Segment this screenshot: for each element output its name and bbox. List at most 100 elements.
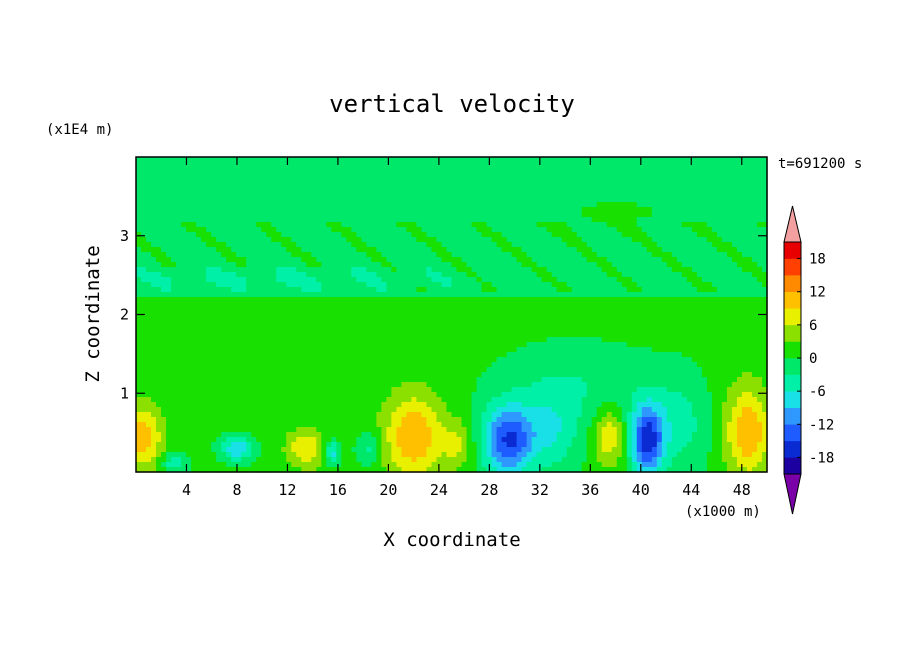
field-cell: [676, 237, 683, 243]
field-cell: [166, 322, 172, 328]
field-cell: [291, 222, 297, 228]
field-cell: [286, 327, 292, 333]
field-cell: [321, 272, 327, 278]
field-cell: [431, 192, 438, 198]
field-cell: [271, 157, 277, 163]
field-cell: [151, 217, 157, 223]
field-cell: [601, 307, 608, 313]
field-cell: [236, 347, 242, 353]
field-cell: [526, 327, 533, 333]
field-cell: [211, 167, 217, 173]
field-cell: [526, 342, 533, 348]
field-cell: [381, 207, 387, 213]
field-cell: [531, 317, 538, 323]
field-cell: [191, 252, 197, 258]
field-cell: [566, 327, 573, 333]
field-cell: [706, 227, 713, 233]
field-cell: [311, 207, 317, 213]
field-cell: [166, 172, 172, 178]
field-cell: [761, 207, 768, 213]
field-cell: [751, 272, 758, 278]
field-cell: [731, 202, 738, 208]
field-cell: [406, 167, 413, 173]
field-cell: [266, 312, 272, 318]
field-cell: [441, 227, 448, 233]
field-cell: [611, 332, 618, 338]
field-cell: [631, 317, 638, 323]
field-cell: [261, 162, 267, 168]
field-cell: [481, 267, 488, 273]
field-cell: [321, 267, 327, 273]
field-cell: [426, 232, 433, 238]
field-cell: [246, 237, 252, 243]
field-cell: [481, 242, 488, 248]
field-cell: [341, 162, 347, 168]
field-cell: [236, 252, 242, 258]
field-cell: [286, 287, 292, 293]
field-cell: [296, 287, 302, 293]
field-cell: [381, 192, 387, 198]
field-cell: [281, 247, 287, 253]
field-cell: [451, 282, 458, 288]
field-cell: [521, 172, 528, 178]
field-cell: [696, 182, 703, 188]
field-cell: [301, 342, 307, 348]
field-cell: [616, 207, 623, 213]
field-cell: [586, 262, 593, 268]
field-cell: [321, 352, 327, 358]
field-cell: [366, 302, 372, 308]
field-cell: [171, 157, 177, 163]
field-cell: [596, 197, 603, 203]
field-cell: [471, 177, 478, 183]
field-cell: [181, 182, 187, 188]
field-cell: [351, 232, 357, 238]
field-cell: [491, 202, 498, 208]
field-cell: [136, 262, 142, 268]
field-cell: [616, 282, 623, 288]
field-cell: [381, 272, 387, 278]
field-cell: [626, 197, 633, 203]
field-cell: [141, 282, 147, 288]
field-cell: [561, 337, 568, 343]
field-cell: [691, 267, 698, 273]
field-cell: [236, 217, 242, 223]
field-cell: [561, 277, 568, 283]
field-cell: [521, 197, 528, 203]
field-cell: [366, 272, 372, 278]
field-cell: [366, 307, 372, 313]
field-cell: [641, 257, 648, 263]
field-cell: [506, 337, 513, 343]
field-cell: [721, 282, 728, 288]
field-cell: [291, 182, 297, 188]
field-cell: [211, 307, 217, 313]
field-cell: [331, 352, 337, 358]
field-cell: [346, 267, 352, 273]
field-cell: [716, 242, 723, 248]
field-cell: [396, 177, 403, 183]
field-cell: [181, 282, 187, 288]
field-cell: [296, 232, 302, 238]
field-cell: [386, 282, 393, 288]
field-cell: [706, 207, 713, 213]
field-cell: [346, 157, 352, 163]
field-cell: [366, 277, 372, 283]
field-cell: [351, 282, 357, 288]
field-cell: [441, 347, 448, 353]
field-cell: [711, 172, 718, 178]
field-cell: [761, 237, 768, 243]
field-cell: [381, 287, 387, 293]
field-cell: [716, 202, 723, 208]
field-cell: [221, 217, 227, 223]
field-cell: [416, 242, 423, 248]
field-cell: [281, 347, 287, 353]
field-cell: [316, 187, 322, 193]
field-cell: [186, 172, 192, 178]
field-cell: [431, 292, 438, 298]
field-cell: [751, 182, 758, 188]
field-cell: [491, 247, 498, 253]
field-cell: [741, 292, 748, 298]
field-cell: [591, 157, 598, 163]
field-cell: [351, 272, 357, 278]
field-cell: [586, 227, 593, 233]
field-cell: [376, 192, 382, 198]
